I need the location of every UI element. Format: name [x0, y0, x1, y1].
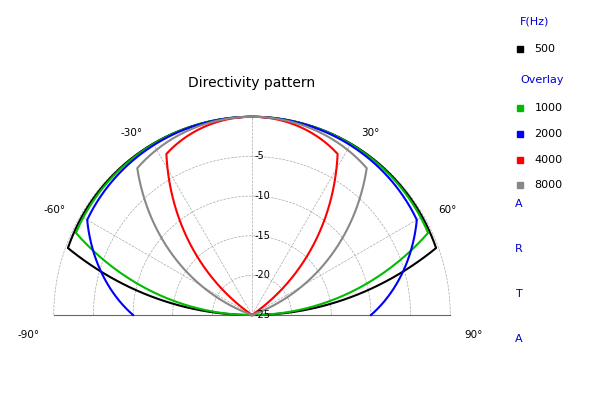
Text: 30°: 30° — [361, 128, 379, 138]
Text: -10: -10 — [255, 191, 271, 201]
Text: A: A — [515, 199, 523, 209]
Text: -60°: -60° — [44, 205, 66, 215]
Text: 1000: 1000 — [535, 103, 562, 113]
Text: 500: 500 — [535, 44, 556, 54]
Text: T: T — [515, 290, 523, 299]
Text: -20: -20 — [255, 270, 271, 280]
Text: 8000: 8000 — [535, 180, 563, 190]
Text: -90°: -90° — [18, 330, 40, 340]
Text: -30°: -30° — [121, 128, 143, 138]
Text: F(Hz): F(Hz) — [520, 16, 550, 26]
Text: 90°: 90° — [464, 330, 482, 340]
Text: -15: -15 — [255, 231, 271, 241]
Text: A: A — [515, 334, 523, 344]
Text: -5: -5 — [255, 152, 265, 162]
Text: -25: -25 — [255, 310, 271, 320]
Text: 2000: 2000 — [535, 129, 563, 139]
Text: R: R — [515, 244, 523, 254]
Text: 4000: 4000 — [535, 154, 563, 164]
Text: Directivity pattern: Directivity pattern — [188, 76, 316, 90]
Text: 60°: 60° — [438, 205, 457, 215]
Text: Overlay: Overlay — [520, 75, 564, 85]
